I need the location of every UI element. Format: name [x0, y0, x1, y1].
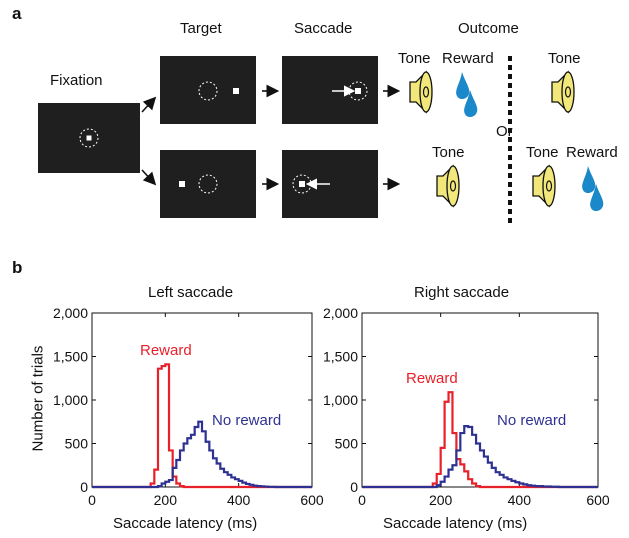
plot-frame [361, 312, 599, 488]
x-tick-label: 400 [227, 492, 251, 508]
x-tick-label: 0 [88, 492, 96, 508]
x-axis-title-right: Saccade latency (ms) [383, 515, 528, 532]
label-tone-3: Tone [432, 144, 465, 161]
x-tick-label: 400 [508, 492, 532, 508]
target-screen-bottom [160, 150, 256, 218]
y-tick-label: 2,000 [53, 305, 88, 321]
panel-a-graphics [79, 56, 604, 224]
water-drop-icon [582, 166, 604, 211]
y-tick-label: 1,000 [323, 392, 358, 408]
x-axis-title-left: Saccade latency (ms) [113, 515, 258, 532]
no-reward-annotation: No reward [212, 412, 281, 429]
chart-title-right: Right saccade [414, 284, 510, 301]
speaker-icon [532, 164, 556, 208]
y-tick-label: 1,500 [323, 349, 358, 365]
label-target: Target [180, 20, 222, 37]
fixation-point [79, 128, 99, 148]
eye-dot-icon [355, 88, 361, 94]
eye-dot-icon [299, 181, 305, 187]
no-reward-series-line [362, 425, 598, 489]
panel-a-letter: a [12, 4, 22, 23]
x-tick-label: 0 [358, 492, 366, 508]
label-tone-2: Tone [548, 50, 581, 67]
y-tick-label: 0 [80, 479, 88, 495]
y-tick-label: 500 [65, 436, 89, 452]
y-tick-label: 2,000 [323, 305, 358, 321]
no-reward-series-line [92, 420, 312, 489]
speaker-icon [409, 70, 433, 114]
plot-frame [91, 312, 313, 488]
label-saccade: Saccade [294, 20, 353, 37]
reward-series-line [362, 391, 598, 489]
label-tone-1: Tone [398, 50, 431, 67]
speaker-icon [436, 164, 460, 208]
reward-annotation: Reward [406, 370, 458, 387]
fixation-window-icon [198, 174, 218, 194]
y-tick-label: 1,500 [53, 349, 88, 365]
label-tone-4: Tone [526, 144, 559, 161]
x-tick-label: 600 [586, 492, 610, 508]
x-tick-label: 600 [300, 492, 324, 508]
target-dot-icon [233, 88, 239, 94]
x-tick-label: 200 [154, 492, 178, 508]
label-reward-2: Reward [566, 144, 618, 161]
target-screen-top [160, 56, 256, 124]
saccade-screen-top [282, 56, 378, 124]
arrow-icon [141, 169, 157, 186]
reward-annotation: Reward [140, 342, 192, 359]
target-dot-icon [179, 181, 185, 187]
label-or: Or [496, 123, 513, 140]
no-reward-annotation: No reward [497, 412, 566, 429]
speaker-icon [551, 70, 575, 114]
label-reward-1: Reward [442, 50, 494, 67]
panel-b-letter: b [12, 258, 23, 277]
water-drop-icon [456, 72, 478, 117]
x-tick-label: 200 [429, 492, 453, 508]
chart-title-left: Left saccade [148, 284, 234, 301]
y-tick-label: 500 [335, 436, 359, 452]
label-fixation: Fixation [50, 72, 103, 89]
arrow-icon [141, 96, 157, 113]
fixation-window-icon [198, 81, 218, 101]
reward-series-line [92, 363, 312, 489]
y-tick-label: 0 [350, 479, 358, 495]
label-outcome: Outcome [458, 20, 519, 37]
y-tick-label: 1,000 [53, 392, 88, 408]
